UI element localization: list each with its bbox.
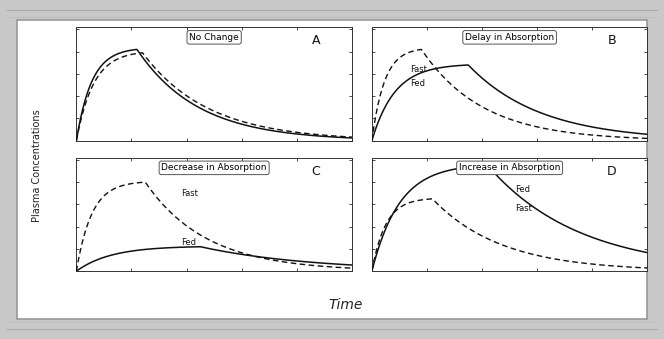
Text: Fast: Fast — [181, 190, 198, 198]
Text: Fed: Fed — [515, 185, 530, 194]
FancyBboxPatch shape — [17, 20, 647, 319]
Text: Decrease in Absorption: Decrease in Absorption — [161, 163, 267, 172]
Text: B: B — [608, 34, 616, 47]
Text: Delay in Absorption: Delay in Absorption — [465, 33, 554, 42]
Text: Fed: Fed — [181, 238, 196, 247]
Text: No Change: No Change — [189, 33, 239, 42]
Text: A: A — [312, 34, 320, 47]
Text: Plasma Concentrations: Plasma Concentrations — [31, 110, 42, 222]
Text: Fed: Fed — [410, 79, 426, 88]
Text: Increase in Absorption: Increase in Absorption — [459, 163, 560, 172]
Text: Fast: Fast — [410, 65, 428, 74]
Text: Fast: Fast — [515, 204, 532, 213]
Text: D: D — [607, 165, 616, 178]
Text: C: C — [311, 165, 321, 178]
Text: Time: Time — [328, 298, 363, 312]
